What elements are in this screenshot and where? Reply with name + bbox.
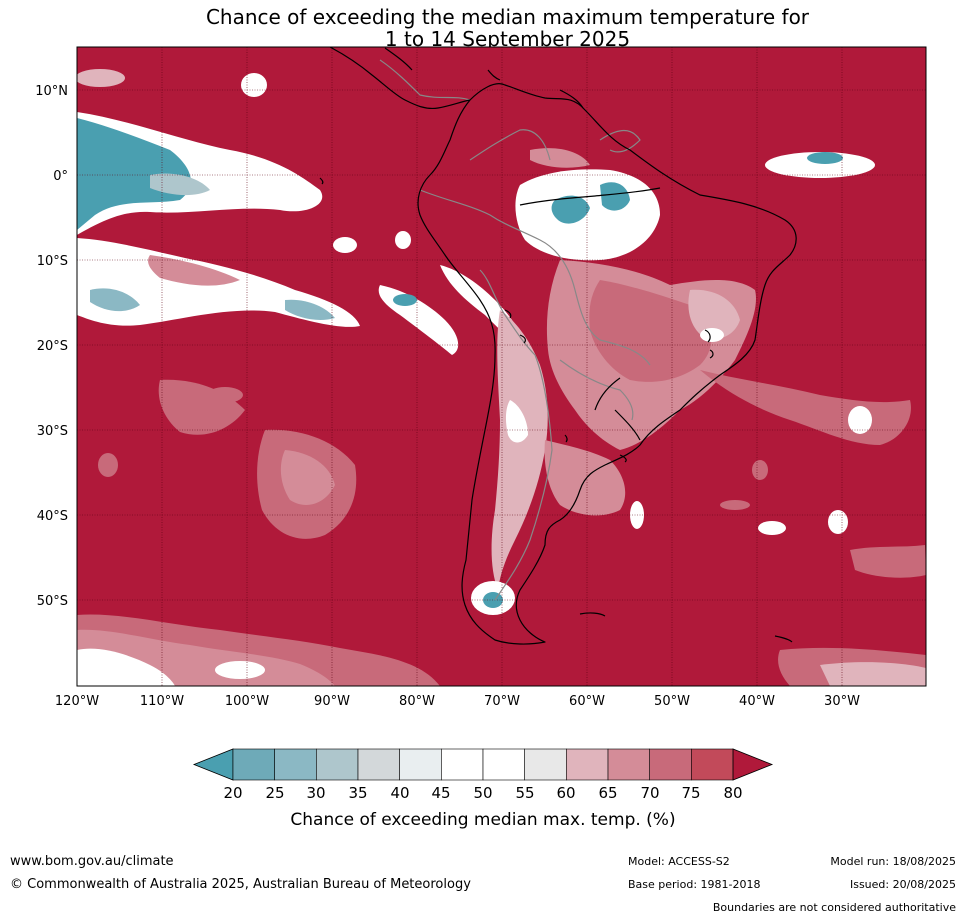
- colorbar-tick-label: 35: [348, 784, 367, 802]
- lon-tick-label: 40°W: [739, 694, 775, 709]
- base-period: Base period: 1981-2018: [628, 878, 760, 891]
- central-america-coastline: [329, 47, 471, 110]
- colorbar-tick-label: 50: [473, 784, 492, 802]
- south-america-coastline: [417, 83, 797, 645]
- lon-tick-label: 90°W: [314, 694, 350, 709]
- amazon-below-median-patch: [515, 169, 660, 261]
- lon-tick-label: 80°W: [399, 694, 435, 709]
- colorbar-tick-label: 55: [515, 784, 534, 802]
- issued-date: Issued: 20/08/2025: [850, 878, 956, 891]
- model-run-date: Model run: 18/08/2025: [830, 855, 956, 868]
- lon-tick-label: 30°W: [824, 694, 860, 709]
- colorbar-tick-label: 60: [556, 784, 575, 802]
- colorbar-segment: [607, 748, 651, 781]
- lon-tick-label: 100°W: [225, 694, 269, 709]
- map-frame: [76, 46, 927, 687]
- map-title-line-2: 1 to 14 September 2025: [384, 27, 631, 51]
- lon-tick-label: 60°W: [569, 694, 605, 709]
- model-name: Model: ACCESS-S2: [628, 855, 730, 868]
- colorbar-tick-label: 75: [681, 784, 700, 802]
- coastlines: [319, 47, 797, 645]
- andes-neutral-patch: [491, 310, 548, 590]
- colorbar-tick-label: 30: [306, 784, 325, 802]
- lon-tick-label: 70°W: [484, 694, 520, 709]
- colorbar-segment: [357, 748, 400, 781]
- colorbar-segment: [691, 748, 734, 781]
- colorbar-segment: [399, 748, 442, 781]
- lat-tick-label: 20°S: [37, 339, 68, 354]
- colorbar-tick-label: 45: [431, 784, 450, 802]
- colorbar-tick-label: 25: [265, 784, 284, 802]
- parana-river: [594, 377, 621, 411]
- colorbar-segment: [566, 748, 609, 781]
- colorbar-segment: [649, 748, 692, 781]
- colorbar-ticks: 20 25 30 35 40 45 50 55 60 65 70 75 80: [223, 784, 742, 802]
- lon-tick-label: 50°W: [654, 694, 690, 709]
- lat-tick-label: 40°S: [37, 509, 68, 524]
- colorbar-arrow-high: [732, 748, 774, 781]
- lat-tick-label: 50°S: [37, 594, 68, 609]
- colorbar-segment: [482, 748, 525, 781]
- boundaries-disclaimer: Boundaries are not considered authoritat…: [713, 901, 956, 914]
- website-link[interactable]: www.bom.gov.au/climate: [10, 854, 174, 869]
- country-boundaries: [379, 59, 651, 601]
- colorbar-tick-label: 70: [640, 784, 659, 802]
- colorbar: [192, 748, 774, 781]
- probability-patches: [77, 69, 926, 686]
- amazon-river: [519, 187, 661, 206]
- colorbar-segment: [441, 748, 484, 781]
- pacific-below-median-patch: [77, 118, 191, 230]
- colorbar-tick-label: 20: [223, 784, 242, 802]
- lat-tick-label: 10°S: [37, 254, 68, 269]
- copyright-text: © Commonwealth of Australia 2025, Austra…: [10, 877, 471, 892]
- map-title-line-1: Chance of exceeding the median maximum t…: [205, 5, 810, 29]
- colorbar-label: Chance of exceeding median max. temp. (%…: [290, 810, 675, 830]
- lat-tick-label: 10°N: [35, 84, 68, 99]
- lat-tick-label: 30°S: [37, 424, 68, 439]
- colorbar-segment: [316, 748, 359, 781]
- colorbar-tick-label: 80: [723, 784, 742, 802]
- colorbar-segment: [232, 748, 275, 781]
- colorbar-segment: [274, 748, 317, 781]
- lat-tick-label: 0°: [53, 169, 68, 184]
- latitude-labels: 10°N 0° 10°S 20°S 30°S 40°S 50°S: [35, 84, 68, 609]
- lon-tick-label: 110°W: [140, 694, 184, 709]
- colorbar-tick-label: 65: [598, 784, 617, 802]
- colorbar-tick-label: 40: [390, 784, 409, 802]
- longitude-labels: 120°W 110°W 100°W 90°W 80°W 70°W 60°W 50…: [55, 694, 860, 709]
- rio-de-la-plata-coast: [614, 409, 641, 441]
- colorbar-segment: [524, 748, 567, 781]
- graticule: [77, 47, 926, 686]
- colorbar-arrow-low: [192, 748, 234, 781]
- lon-tick-label: 120°W: [55, 694, 99, 709]
